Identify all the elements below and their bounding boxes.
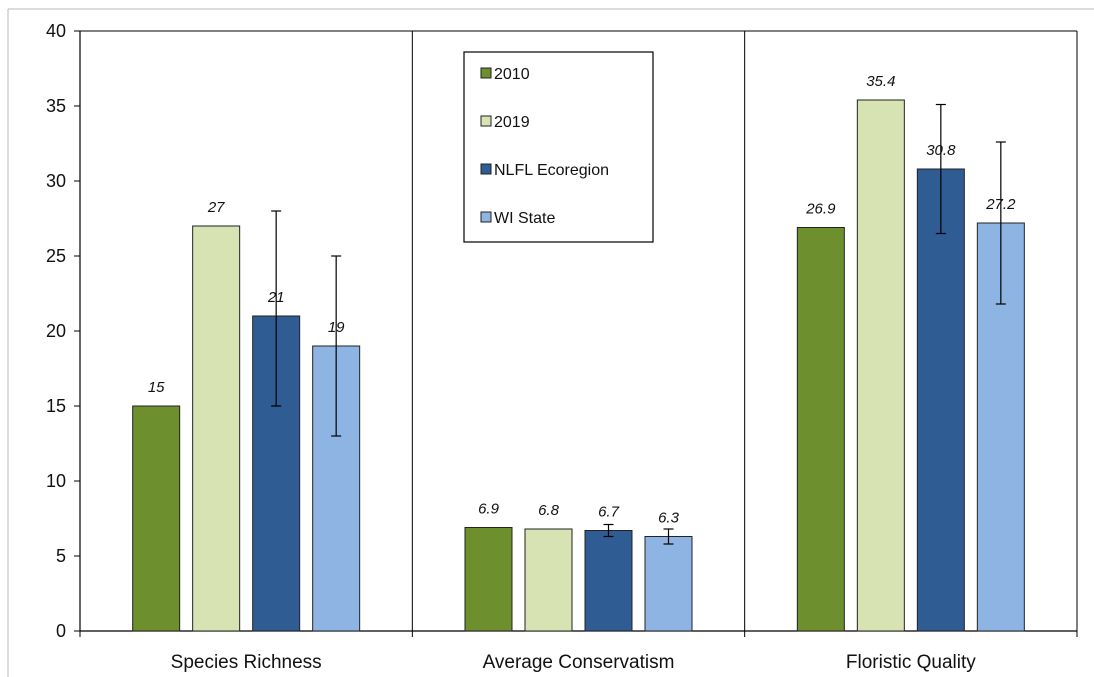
bar-2010: [796, 227, 845, 632]
data-label: 27.2: [985, 196, 1016, 213]
y-tick-label: 10: [46, 471, 66, 491]
legend-label: WI State: [494, 210, 555, 227]
legend: 2010 2019 NLFL Ecoregion WI State: [463, 51, 654, 243]
x-category-label: Average Conservatism: [483, 652, 675, 673]
bars: 15 27 21 19 6.9 6.8 6.7 6.3 26.9 35.4 30.8 27.2: [132, 73, 1025, 632]
bar-2010: [132, 405, 181, 632]
data-label: 21: [267, 289, 285, 306]
legend-swatch: [480, 163, 492, 175]
data-label: 27: [207, 199, 225, 216]
y-tick-label: 25: [46, 246, 66, 266]
bar-nlfl-ecoregion: [916, 168, 965, 632]
legend-swatch: [480, 115, 492, 127]
y-tick-label: 40: [46, 21, 66, 41]
y-tick-label: 20: [46, 321, 66, 341]
data-label: 6.7: [598, 504, 620, 521]
legend-swatch: [480, 67, 492, 79]
y-tick-label: 5: [56, 546, 66, 566]
data-label: 6.8: [538, 502, 560, 519]
legend-label: 2019: [494, 114, 530, 131]
legend-label: 2010: [494, 66, 530, 83]
data-label: 15: [148, 379, 165, 396]
x-category-label: Floristic Quality: [846, 652, 976, 673]
data-label: 6.3: [658, 510, 680, 527]
x-axis: Species Richness Average Conservatism Flor…: [79, 631, 1078, 673]
bar-2019: [192, 225, 241, 632]
bar-2010: [464, 527, 513, 632]
data-label: 19: [328, 319, 345, 336]
bar-nlfl-ecoregion: [584, 530, 633, 632]
data-label: 35.4: [866, 73, 895, 90]
legend-label: NLFL Ecoregion: [494, 162, 609, 179]
bar-2019: [524, 528, 573, 632]
bar-2019: [856, 99, 905, 632]
y-tick-label: 0: [56, 621, 66, 641]
x-category-label: Species Richness: [171, 652, 322, 673]
legend-box: [463, 51, 654, 243]
data-label: 30.8: [926, 142, 956, 159]
data-label: 26.9: [805, 201, 836, 218]
y-axis: 0 5 10 15 20 25 30 35 40: [46, 21, 80, 641]
y-tick-label: 15: [46, 396, 66, 416]
y-tick-label: 35: [46, 96, 66, 116]
data-label: 6.9: [478, 501, 500, 518]
legend-swatch: [480, 211, 492, 223]
y-tick-label: 30: [46, 171, 66, 191]
bar-wi-state: [644, 536, 693, 632]
